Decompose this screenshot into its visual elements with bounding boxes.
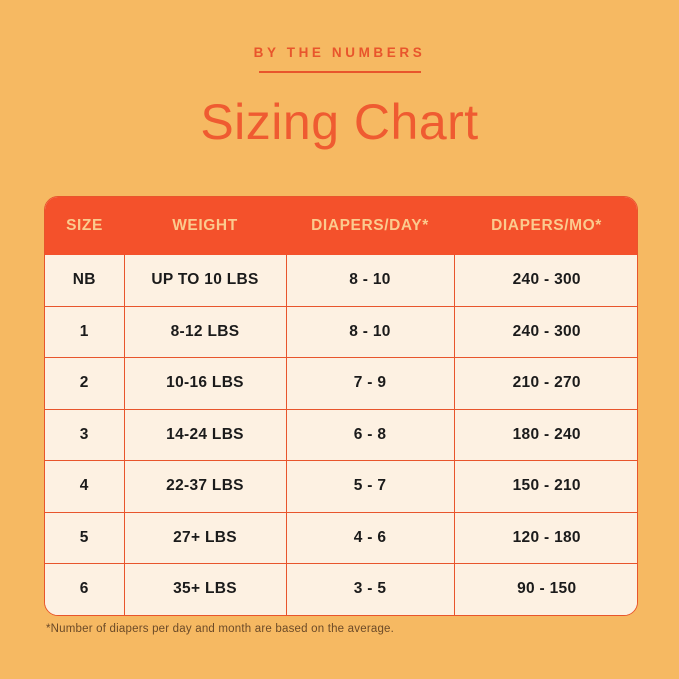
column-header-diapers-per-month: DIAPERS/MO* — [454, 197, 637, 255]
cell-size: NB — [45, 255, 125, 307]
eyebrow-label: BY THE NUMBERS — [253, 45, 426, 60]
table-row: 3 14-24 LBS 6 - 8 180 - 240 — [45, 409, 637, 461]
cell-diapers-per-day: 6 - 8 — [286, 409, 455, 461]
cell-weight: 8-12 LBS — [124, 306, 287, 358]
cell-diapers-per-month: 90 - 150 — [454, 563, 637, 615]
cell-diapers-per-day: 8 - 10 — [286, 255, 455, 307]
eyebrow-divider — [258, 70, 421, 73]
cell-size: 3 — [45, 409, 125, 461]
table-row: 5 27+ LBS 4 - 6 120 - 180 — [45, 512, 637, 564]
cell-diapers-per-month: 240 - 300 — [454, 306, 637, 358]
cell-weight: 22-37 LBS — [124, 460, 287, 513]
cell-weight: 35+ LBS — [124, 563, 287, 615]
column-header-size: SIZE — [45, 197, 124, 255]
table-row: NB UP TO 10 LBS 8 - 10 240 - 300 — [45, 255, 637, 307]
cell-size: 6 — [45, 563, 125, 615]
page-header: BY THE NUMBERS Sizing Chart — [0, 46, 679, 147]
cell-diapers-per-month: 210 - 270 — [454, 357, 637, 410]
table-row: 2 10-16 LBS 7 - 9 210 - 270 — [45, 357, 637, 410]
cell-diapers-per-day: 7 - 9 — [286, 357, 455, 410]
cell-diapers-per-day: 5 - 7 — [286, 460, 455, 513]
sizing-table: SIZE WEIGHT DIAPERS/DAY* DIAPERS/MO* NB … — [45, 197, 637, 615]
table-row: 4 22-37 LBS 5 - 7 150 - 210 — [45, 460, 637, 513]
table-row: 1 8-12 LBS 8 - 10 240 - 300 — [45, 306, 637, 358]
sizing-table-container: SIZE WEIGHT DIAPERS/DAY* DIAPERS/MO* NB … — [44, 196, 638, 616]
cell-size: 2 — [45, 357, 125, 410]
cell-diapers-per-day: 4 - 6 — [286, 512, 455, 564]
table-body: NB UP TO 10 LBS 8 - 10 240 - 300 1 8-12 … — [45, 255, 637, 615]
cell-weight: 14-24 LBS — [124, 409, 287, 461]
page-title: Sizing Chart — [200, 93, 479, 150]
column-header-diapers-per-day: DIAPERS/DAY* — [286, 197, 454, 255]
footnote-text: *Number of diapers per day and month are… — [46, 623, 395, 635]
cell-size: 1 — [45, 306, 125, 358]
table-header-row: SIZE WEIGHT DIAPERS/DAY* DIAPERS/MO* — [45, 197, 637, 255]
cell-size: 4 — [45, 460, 125, 513]
cell-diapers-per-month: 150 - 210 — [454, 460, 637, 513]
table-row: 6 35+ LBS 3 - 5 90 - 150 — [45, 563, 637, 615]
cell-weight: 10-16 LBS — [124, 357, 287, 410]
cell-diapers-per-month: 120 - 180 — [454, 512, 637, 564]
cell-diapers-per-day: 8 - 10 — [286, 306, 455, 358]
cell-diapers-per-month: 180 - 240 — [454, 409, 637, 461]
cell-diapers-per-day: 3 - 5 — [286, 563, 455, 615]
cell-weight: UP TO 10 LBS — [124, 255, 287, 307]
cell-diapers-per-month: 240 - 300 — [454, 255, 637, 307]
cell-weight: 27+ LBS — [124, 512, 287, 564]
cell-size: 5 — [45, 512, 125, 564]
column-header-weight: WEIGHT — [124, 197, 286, 255]
table-header: SIZE WEIGHT DIAPERS/DAY* DIAPERS/MO* — [45, 197, 637, 255]
